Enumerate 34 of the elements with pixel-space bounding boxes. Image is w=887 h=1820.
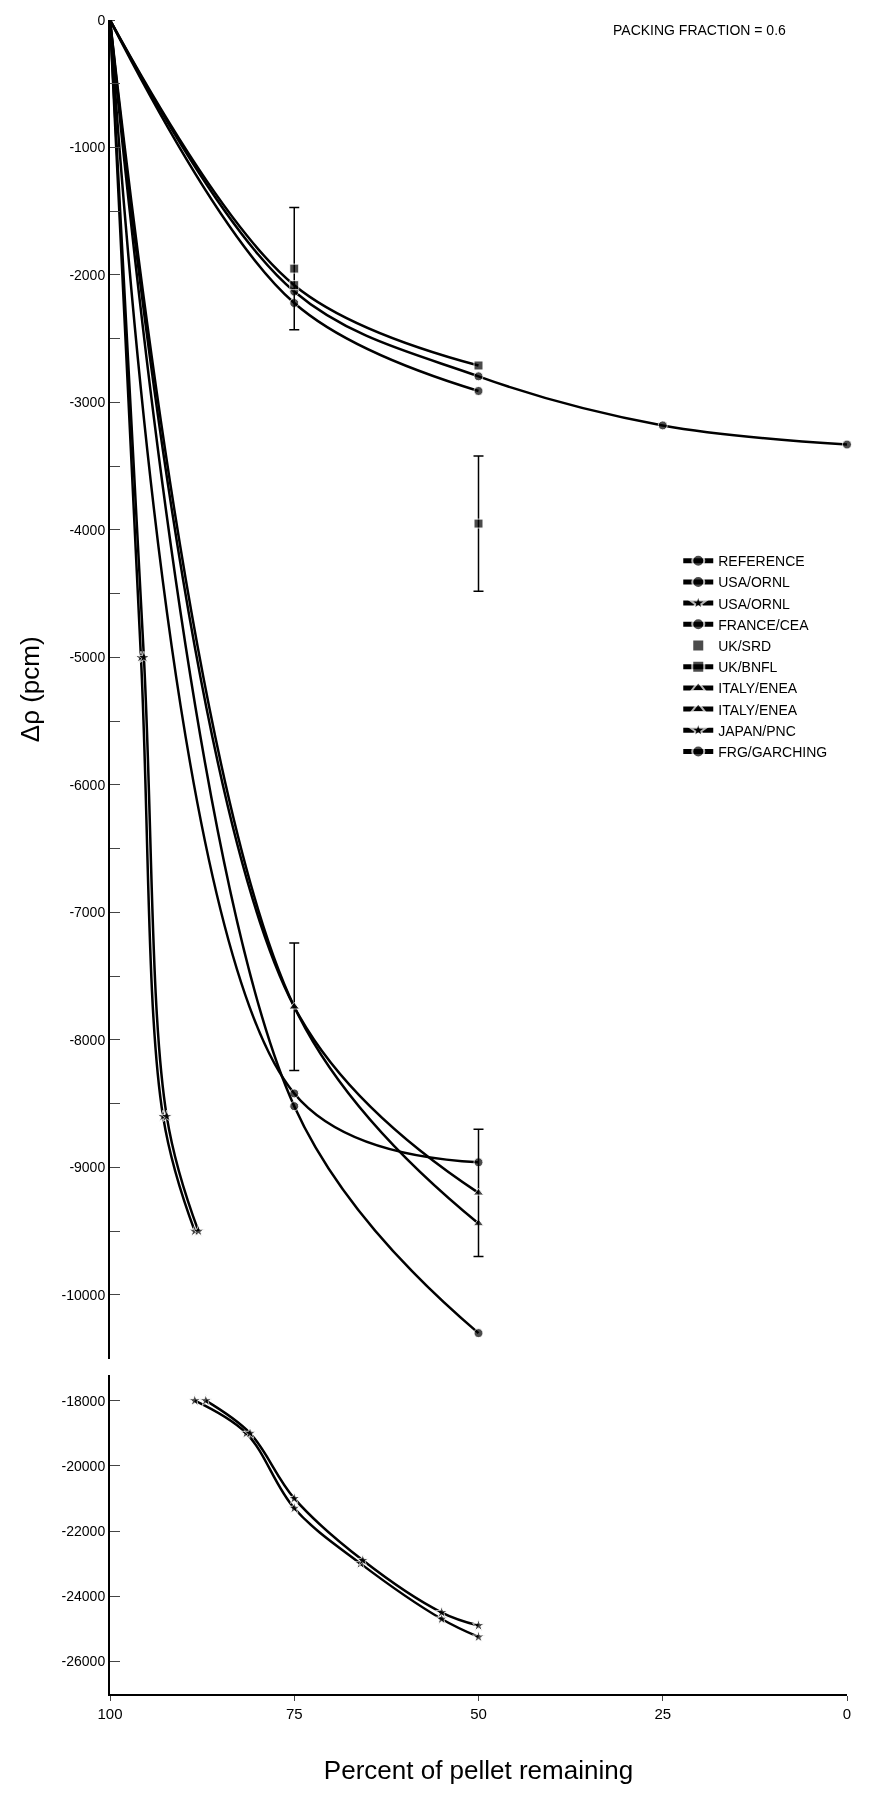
y-tick-label: -8000 — [69, 1031, 106, 1048]
y-tick-label: -18000 — [61, 1392, 106, 1409]
legend-label: USA/ORNL — [718, 595, 791, 612]
x-tick-label: 25 — [654, 1705, 672, 1722]
legend-label: UK/SRD — [718, 637, 772, 654]
annotation: PACKING FRACTION = 0.6 — [613, 22, 787, 38]
y-tick-label: 0 — [97, 11, 106, 28]
y-tick-label: -7000 — [69, 904, 106, 921]
x-tick-label: 0 — [842, 1705, 852, 1722]
x-tick-label: 50 — [470, 1705, 487, 1722]
y-tick-label: -1000 — [69, 139, 106, 156]
y-tick-label: -9000 — [69, 1159, 106, 1176]
y-tick-label: -5000 — [69, 649, 106, 666]
x-tick-label: 100 — [97, 1705, 123, 1722]
y-tick-label: -22000 — [61, 1522, 106, 1539]
y-tick-label: -4000 — [69, 521, 106, 538]
legend-label: JAPAN/PNC — [718, 722, 796, 739]
y-tick-label: -6000 — [69, 776, 106, 793]
legend-label: ITALY/ENEA — [718, 701, 798, 718]
legend-label: REFERENCE — [718, 553, 805, 570]
y-tick-label: -3000 — [69, 394, 106, 411]
legend-label: ITALY/ENEA — [718, 680, 798, 697]
y-tick-label: -24000 — [61, 1588, 106, 1605]
x-axis-title: Percent of pellet remaining — [323, 1755, 634, 1786]
y-axis-title: Δρ (pcm) — [14, 636, 45, 743]
y-tick-label: -2000 — [69, 266, 106, 283]
legend-label: FRG/GARCHING — [718, 743, 828, 760]
legend-label: UK/BNFL — [718, 659, 778, 676]
y-tick-label: -26000 — [61, 1653, 106, 1670]
legend-label: USA/ORNL — [718, 574, 791, 591]
x-tick-label: 75 — [285, 1705, 303, 1722]
y-tick-label: -10000 — [61, 1286, 106, 1303]
y-tick-label: -20000 — [61, 1457, 106, 1474]
legend-label: FRANCE/CEA — [718, 616, 810, 633]
